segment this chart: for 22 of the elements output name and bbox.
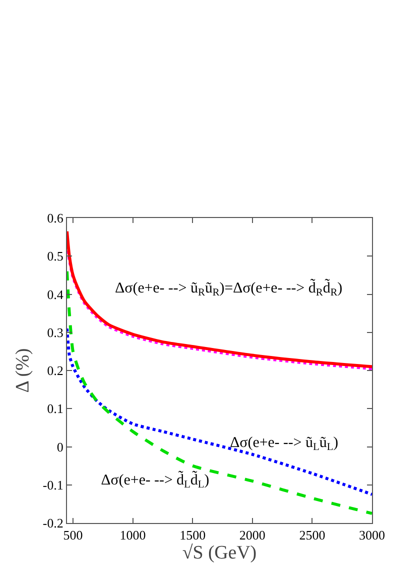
x-tick-label: 3000 — [359, 528, 385, 543]
line-series — [67, 270, 372, 515]
y-tick-label: 0.2 — [47, 363, 64, 378]
x-tick-label: 2500 — [299, 528, 326, 543]
x-tick-label: 500 — [63, 528, 83, 543]
y-tick-label: -0.1 — [42, 477, 64, 492]
x-tick-label: 1500 — [180, 528, 206, 543]
x-tick-label: 1000 — [120, 528, 146, 543]
annotation: Δσ(e+e- --> ũ$_{L}$ũ$_{L}$) — [230, 435, 338, 454]
y-tick-label: 0.4 — [47, 286, 64, 302]
x-tick-label: 2000 — [239, 528, 266, 543]
y-tick-label: -0.2 — [42, 516, 64, 531]
y-tick-label: 0.3 — [47, 324, 64, 340]
x-axis-title: √S (GeV) — [182, 542, 257, 564]
y-tick-label: 0.5 — [47, 248, 64, 264]
annotation: Δσ(e+e- --> d̃$_{L}$d̃$_{L}$) — [101, 470, 210, 491]
line-series — [67, 327, 372, 496]
y-axis-title: Δ (%) — [12, 348, 34, 393]
y-tick-label: 0.6 — [47, 210, 64, 226]
text: Δσ(e+e- --> ũ$_{R}$ũ$_{R}$)=Δσ(e+e- --> d̃$_{R}$d̃$_{R}$) — [115, 280, 342, 299]
y-tick-label: 0 — [56, 439, 64, 454]
y-tick-label: 0.1 — [47, 401, 64, 416]
